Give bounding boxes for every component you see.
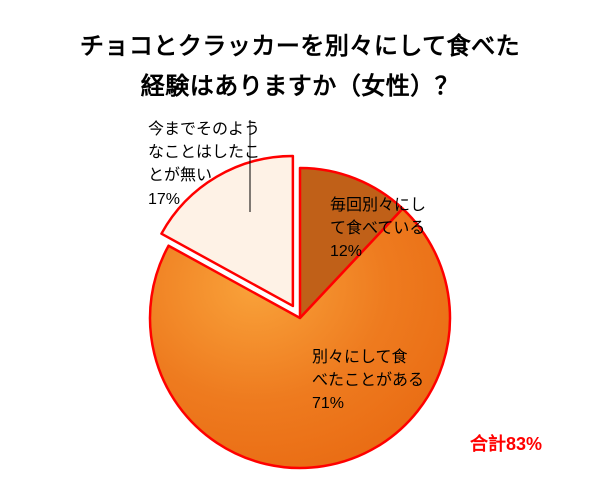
pie-chart [0,0,600,504]
slice-label-every-time: 毎回別々にして食べている12% [330,194,426,264]
slice-label-never: 今までそのようなことはしたことが無い17% [148,118,260,211]
total-label: 合計83% [470,430,542,456]
slice-label-have-done: 別々にして食べたことがある71% [312,346,424,416]
